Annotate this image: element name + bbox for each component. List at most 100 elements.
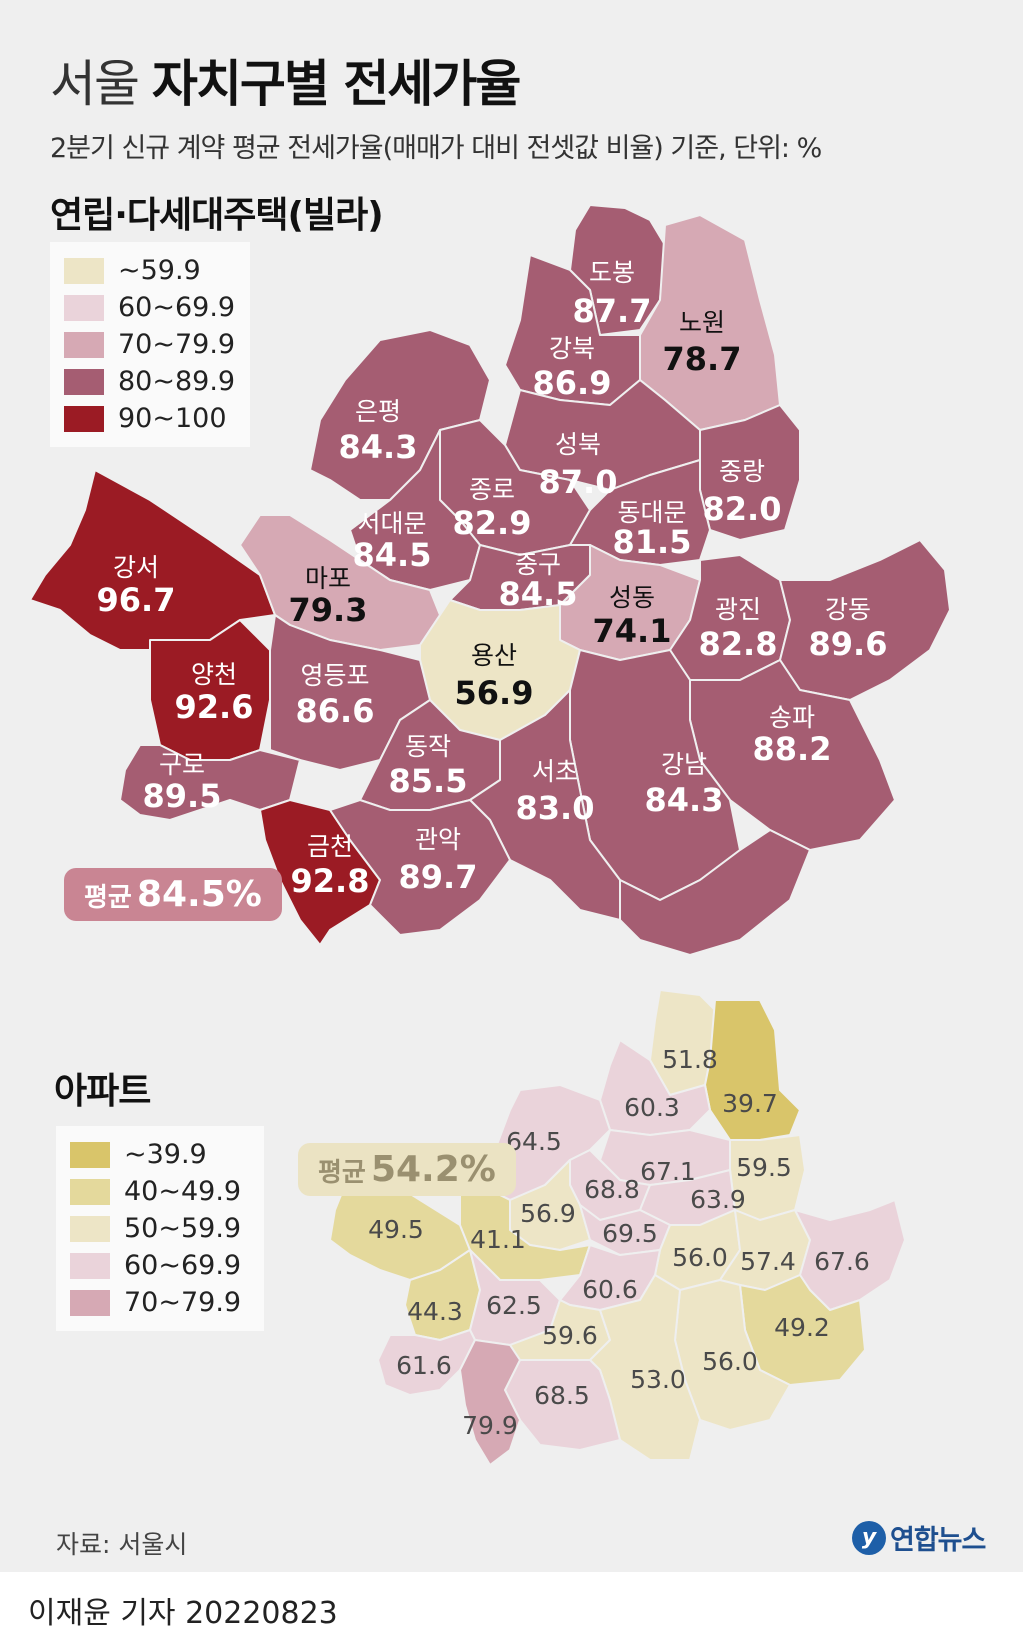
- apt-district-value-label: 79.9: [462, 1411, 518, 1440]
- legend-label: 80~89.9: [118, 366, 236, 397]
- district-value-label: 82.8: [699, 625, 778, 663]
- apt-district-gangdong: [794, 1199, 906, 1311]
- legend-swatch: [70, 1215, 110, 1242]
- apt-district-geumcheon: [459, 1339, 521, 1466]
- legend-item: ~39.9: [70, 1136, 250, 1173]
- legend-label: 50~59.9: [124, 1213, 242, 1244]
- villa-map: [29, 204, 951, 956]
- district-gangseo: [29, 469, 276, 651]
- district-name-label: 성동: [609, 583, 655, 612]
- apt-district-value-label: 67.6: [814, 1247, 870, 1276]
- district-name-label: 금천: [307, 832, 353, 861]
- district-value-label: 92.8: [291, 862, 370, 900]
- legend-label: 40~49.9: [124, 1176, 242, 1207]
- apt-district-value-label: 56.9: [520, 1199, 576, 1228]
- district-value-label: 84.5: [353, 536, 432, 574]
- district-value-label: 84.3: [645, 781, 724, 819]
- apt-district-value-label: 44.3: [407, 1297, 463, 1326]
- district-name-label: 동대문: [617, 498, 686, 527]
- apt-district-value-label: 62.5: [486, 1291, 542, 1320]
- district-name-label: 용산: [471, 641, 517, 670]
- legend-label: ~39.9: [124, 1139, 207, 1170]
- villa-section-title: 연립·다세대주택(빌라): [50, 195, 384, 236]
- district-dongdaemun: [569, 459, 711, 566]
- district-name-label: 은평: [355, 397, 401, 426]
- district-name-label: 관악: [415, 825, 461, 854]
- district-value-label: 89.5: [143, 777, 222, 815]
- district-value-label: 74.1: [593, 612, 672, 650]
- district-name-label: 성북: [555, 430, 601, 459]
- apt-district-value-label: 68.5: [534, 1381, 590, 1410]
- district-name-label: 중구: [515, 550, 561, 579]
- district-name-label: 영등포: [300, 661, 369, 690]
- apt-district-value-label: 60.6: [582, 1275, 638, 1304]
- byline-bar: 이재윤 기자 20220823: [0, 1572, 1023, 1642]
- legend-item: 40~49.9: [70, 1173, 250, 1210]
- district-name-label: 강동: [825, 595, 871, 624]
- legend-item: 70~79.9: [64, 326, 236, 363]
- district-value-label: 79.3: [289, 591, 368, 629]
- district-name-label: 종로: [469, 475, 515, 504]
- legend-label: 60~69.9: [118, 292, 236, 323]
- apartment-labels: 51.839.760.364.567.1 59.568.8 63.956.949.5…: [368, 1045, 870, 1440]
- district-name-label: 강북: [549, 334, 595, 363]
- yonhap-logo: y 연합뉴스: [852, 1518, 986, 1557]
- apt-district-value-label: 57.4: [740, 1247, 796, 1276]
- district-name-label: 송파: [769, 703, 815, 732]
- apt-district-value-label: 67.1: [640, 1157, 696, 1186]
- apartment-map: [329, 989, 906, 1466]
- district-value-label: 89.6: [809, 625, 888, 663]
- district-value-label: 85.5: [389, 762, 468, 800]
- apt-district-value-label: 56.0: [672, 1243, 728, 1272]
- district-value-label: 92.6: [175, 688, 254, 726]
- page-subtitle: 2분기 신규 계약 평균 전세가율(매매가 대비 전셋값 비율) 기준, 단위:…: [50, 133, 822, 164]
- district-value-label: 82.9: [453, 504, 532, 542]
- legend-item: 50~59.9: [70, 1210, 250, 1247]
- district-value-label: 89.7: [399, 858, 478, 896]
- legend-label: 70~79.9: [124, 1287, 242, 1318]
- district-value-label: 96.7: [97, 581, 176, 619]
- logo-text: 연합뉴스: [890, 1525, 986, 1556]
- legend-swatch: [64, 368, 104, 395]
- apt-district-value-label: 56.0: [702, 1347, 758, 1376]
- district-name-label: 마포: [305, 564, 351, 593]
- legend-swatch: [64, 257, 104, 284]
- legend-item: 60~69.9: [70, 1247, 250, 1284]
- apt-district-value-label: 49.5: [368, 1215, 424, 1244]
- average-value: 54.2%: [370, 1149, 496, 1190]
- legend-swatch: [64, 331, 104, 358]
- legend-swatch: [64, 405, 104, 432]
- apt-district-value-label: 61.6: [396, 1351, 452, 1380]
- apartment-legend: ~39.9 40~49.9 50~59.9 60~69.9 70~79.9: [56, 1126, 264, 1331]
- district-value-label: 83.0: [516, 789, 595, 827]
- legend-label: ~59.9: [118, 255, 201, 286]
- apt-district-value-label: 53.0: [630, 1365, 686, 1394]
- district-name-label: 양천: [191, 660, 237, 689]
- legend-swatch: [64, 294, 104, 321]
- district-value-label: 56.9: [455, 674, 534, 712]
- district-name-label: 중랑: [719, 457, 765, 486]
- district-value-label: 86.9: [533, 364, 612, 402]
- legend-swatch: [70, 1252, 110, 1279]
- average-label: 평균: [318, 1158, 366, 1188]
- apt-district-value-label: 63.9: [690, 1185, 746, 1214]
- district-name-label: 강남: [661, 750, 707, 779]
- title-city: 서울: [50, 55, 140, 113]
- district-name-label: 구로: [159, 750, 205, 779]
- average-label: 평균: [84, 883, 132, 913]
- apt-district-value-label: 49.2: [774, 1313, 830, 1342]
- average-value: 84.5%: [136, 874, 262, 915]
- district-name-label: 노원: [679, 308, 725, 337]
- district-name-label: 강서: [113, 553, 159, 582]
- legend-label: 70~79.9: [118, 329, 236, 360]
- legend-item: 60~69.9: [64, 289, 236, 326]
- villa-legend: ~59.9 60~69.9 70~79.9 80~89.9 90~100: [50, 242, 250, 447]
- page-title: 서울 자치구별 전세가율: [50, 44, 521, 116]
- district-value-label: 84.5: [499, 575, 578, 613]
- district-value-label: 88.2: [753, 730, 832, 768]
- legend-swatch: [70, 1289, 110, 1316]
- district-name-label: 도봉: [589, 258, 635, 287]
- district-value-label: 78.7: [663, 340, 742, 378]
- source-note: 자료: 서울시: [56, 1530, 188, 1559]
